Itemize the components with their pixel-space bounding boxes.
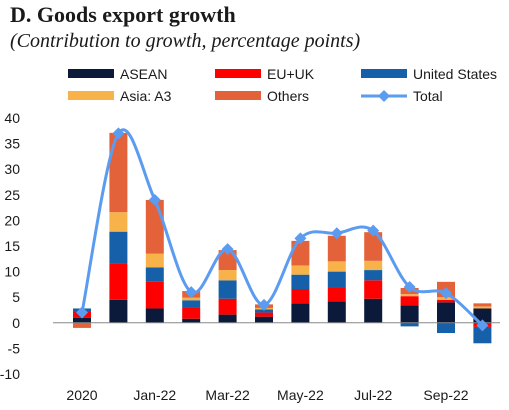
y-tick-label: 0 bbox=[12, 315, 20, 331]
x-tick-label: Jul-22 bbox=[354, 387, 392, 403]
y-tick-label: -10 bbox=[0, 366, 20, 382]
bar-segment-asia-a3 bbox=[145, 253, 164, 268]
total-point-marker bbox=[221, 243, 234, 256]
bar-segment-asean bbox=[327, 301, 346, 323]
bar-segment-asia-a3 bbox=[364, 260, 383, 271]
x-tick-label: Mar-22 bbox=[205, 387, 250, 403]
total-point-marker bbox=[258, 298, 270, 311]
bar-segment-others bbox=[364, 232, 383, 261]
y-tick-label: -5 bbox=[8, 340, 21, 356]
bar-segment-asia-a3 bbox=[473, 306, 492, 309]
x-tick-label: Sep-22 bbox=[423, 387, 468, 403]
bar-segment-united-states bbox=[473, 326, 492, 344]
legend-label-total: Total bbox=[413, 88, 443, 104]
total-point-marker bbox=[76, 306, 88, 319]
total-point-marker bbox=[440, 287, 452, 300]
bar-segment-asia-a3 bbox=[291, 265, 310, 275]
bar-segment-eu-uk bbox=[364, 280, 383, 299]
bar-segment-asean bbox=[145, 308, 164, 323]
total-point-marker bbox=[367, 224, 380, 237]
bar-segment-others bbox=[218, 250, 237, 271]
bar-segment-others bbox=[473, 303, 492, 307]
bar-segment-united-states bbox=[109, 231, 128, 264]
bar-segment-asean bbox=[400, 305, 419, 323]
total-line bbox=[80, 128, 484, 327]
total-point-marker bbox=[330, 227, 343, 240]
x-tick-label: May-22 bbox=[277, 387, 324, 403]
y-tick-label: 15 bbox=[4, 238, 20, 254]
bar-segment-asia-a3 bbox=[327, 261, 346, 272]
bar-segment-asean bbox=[291, 303, 310, 323]
bar-segment-united-states bbox=[364, 270, 383, 281]
legend-label-others: Others bbox=[267, 88, 309, 104]
legend-swatch-asia-a3 bbox=[68, 91, 114, 100]
y-tick-label: 30 bbox=[4, 161, 20, 177]
bar-segment-eu-uk bbox=[255, 312, 273, 317]
bar-segment-asean bbox=[73, 317, 91, 323]
bar-segment-asia-a3 bbox=[109, 212, 128, 232]
bar-segment-others bbox=[327, 235, 346, 262]
legend-swatch-eu-uk bbox=[215, 69, 261, 78]
chart-subtitle: (Contribution to growth, percentage poin… bbox=[10, 30, 361, 52]
total-point-marker bbox=[403, 280, 416, 293]
x-tick-label: 2020 bbox=[66, 387, 97, 403]
legend-label-asean: ASEAN bbox=[120, 66, 167, 82]
total-point-marker bbox=[112, 127, 125, 140]
bar-segment-eu-uk bbox=[437, 299, 455, 303]
bar-segment-united-states bbox=[182, 300, 201, 308]
x-tick-label: Jan-22 bbox=[133, 387, 176, 403]
y-tick-label: 40 bbox=[4, 110, 20, 126]
bar-segment-eu-uk bbox=[182, 307, 201, 319]
bar-segment-united-states bbox=[291, 274, 310, 290]
legend-label-asia-a3: Asia: A3 bbox=[120, 88, 172, 104]
bar-segment-asean bbox=[364, 298, 383, 323]
y-tick-label: 25 bbox=[4, 187, 20, 203]
legend-swatch-asean bbox=[68, 69, 114, 78]
chart-title: D. Goods export growth bbox=[10, 2, 236, 27]
legend-swatch-others bbox=[215, 91, 261, 100]
bar-segment-eu-uk bbox=[400, 296, 419, 306]
bar-segment-others bbox=[145, 199, 164, 254]
bar-segment-others bbox=[73, 322, 91, 328]
y-tick-label: 5 bbox=[12, 289, 20, 305]
bar-segment-asean bbox=[255, 316, 273, 323]
bar-segment-united-states bbox=[145, 267, 164, 282]
bar-segment-asean bbox=[109, 299, 128, 323]
bar-segment-asean bbox=[437, 302, 455, 323]
legend-swatch-united-states bbox=[361, 69, 407, 78]
y-tick-label: 10 bbox=[4, 264, 20, 280]
total-point-marker bbox=[294, 232, 307, 245]
legend-label-eu-uk: EU+UK bbox=[267, 66, 315, 82]
bar-segment-asean bbox=[182, 318, 201, 323]
bar-segment-others bbox=[109, 132, 128, 213]
y-tick-label: 35 bbox=[4, 136, 20, 152]
bar-segment-asia-a3 bbox=[400, 294, 419, 297]
legend-marker-total bbox=[378, 90, 390, 102]
bar-segment-united-states bbox=[218, 280, 237, 299]
total-point-marker bbox=[185, 286, 198, 299]
bar-segment-asean bbox=[218, 314, 237, 323]
bar-segment-eu-uk bbox=[109, 263, 128, 300]
bar-segment-eu-uk bbox=[291, 289, 310, 304]
bar-segment-united-states bbox=[437, 322, 455, 334]
bar-segment-eu-uk bbox=[327, 287, 346, 302]
bar-segment-eu-uk bbox=[218, 298, 237, 315]
legend-label-united-states: United States bbox=[413, 66, 497, 82]
bar-segment-united-states bbox=[255, 309, 273, 313]
bar-segment-eu-uk bbox=[145, 281, 164, 309]
total-point-marker bbox=[148, 193, 161, 206]
y-tick-label: 20 bbox=[4, 212, 20, 228]
bar-segment-united-states bbox=[400, 322, 419, 327]
bar-segment-asia-a3 bbox=[218, 270, 237, 281]
total-point-marker bbox=[476, 319, 489, 332]
bar-segment-united-states bbox=[327, 271, 346, 288]
bar-segment-asia-a3 bbox=[182, 297, 201, 301]
bar-segment-others bbox=[291, 240, 310, 266]
